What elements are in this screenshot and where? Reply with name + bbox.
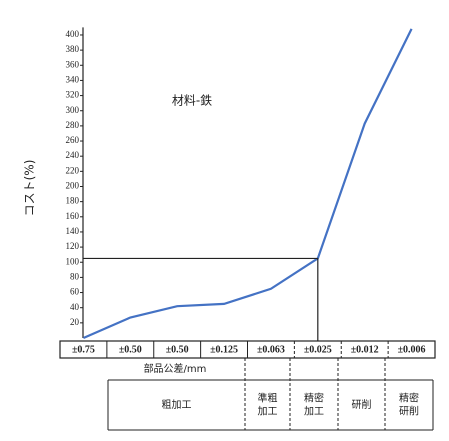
y-tick-label: 20 bbox=[70, 317, 80, 327]
process-label: 研削 bbox=[399, 405, 419, 418]
y-tick-label: 180 bbox=[66, 196, 80, 206]
process-label: 加工 bbox=[258, 406, 278, 418]
y-tick-label: 400 bbox=[66, 29, 80, 39]
line-series bbox=[82, 28, 413, 340]
y-tick-label: 360 bbox=[66, 59, 80, 69]
y-tick-label: 320 bbox=[66, 90, 80, 100]
y-tick-label: 140 bbox=[66, 226, 80, 236]
y-axis-label: コスト(%) bbox=[23, 160, 37, 217]
y-tick-label: 200 bbox=[66, 181, 80, 191]
y-tick-label: 380 bbox=[66, 44, 80, 54]
y-tick-label: 340 bbox=[66, 74, 80, 84]
x-tick-label: ±0.025 bbox=[304, 344, 332, 355]
y-tick-label: 240 bbox=[66, 150, 80, 160]
y-tick-label: 220 bbox=[66, 165, 80, 175]
process-label: 研削 bbox=[352, 398, 372, 411]
process-label: 準粗 bbox=[258, 392, 278, 405]
y-tick-label: 280 bbox=[66, 120, 80, 130]
process-label: 精密 bbox=[399, 392, 419, 405]
y-tick-label: 40 bbox=[70, 302, 80, 312]
x-axis-label: 部品公差/mm bbox=[144, 362, 207, 375]
x-tick-label: ±0.006 bbox=[398, 344, 426, 355]
y-tick-label: 300 bbox=[66, 105, 80, 115]
process-label: 加工 bbox=[304, 406, 324, 418]
x-tick-label: ±0.012 bbox=[351, 344, 379, 355]
y-tick-label: 100 bbox=[66, 256, 80, 266]
x-tick-label: ±0.063 bbox=[257, 344, 285, 355]
x-tick-label: ±0.50 bbox=[166, 344, 189, 355]
y-tick-label: 60 bbox=[70, 287, 80, 297]
annotation: 材料-鉄 bbox=[172, 93, 212, 108]
y-tick-label: 80 bbox=[70, 271, 80, 281]
x-tick-label: ±0.50 bbox=[119, 344, 142, 355]
y-tick-label: 160 bbox=[66, 211, 80, 221]
x-tick-label: ±0.75 bbox=[72, 344, 95, 355]
process-label: 精密 bbox=[304, 392, 324, 405]
process-label: 粗加工 bbox=[162, 399, 192, 411]
x-tick-label: ±0.125 bbox=[210, 344, 238, 355]
y-tick-label: 120 bbox=[66, 241, 80, 251]
y-tick-label: 260 bbox=[66, 135, 80, 145]
